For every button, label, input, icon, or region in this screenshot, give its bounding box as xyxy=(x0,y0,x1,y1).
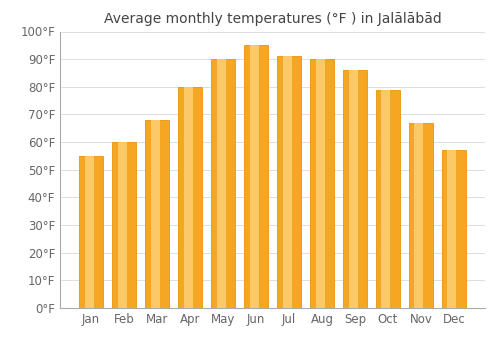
Bar xyxy=(178,87,202,308)
Bar xyxy=(112,142,136,308)
Bar xyxy=(184,87,192,308)
Bar xyxy=(118,142,127,308)
Bar xyxy=(409,123,432,308)
Bar xyxy=(343,70,367,308)
Bar xyxy=(211,59,235,308)
Bar xyxy=(216,59,226,308)
Title: Average monthly temperatures (°F ) in Jalālābād: Average monthly temperatures (°F ) in Ja… xyxy=(104,12,442,26)
Bar xyxy=(80,156,103,308)
Bar xyxy=(244,45,268,308)
Bar xyxy=(316,59,324,308)
Bar xyxy=(376,90,400,308)
Bar xyxy=(277,56,301,308)
Bar xyxy=(348,70,358,308)
Bar xyxy=(85,156,94,308)
Bar xyxy=(414,123,424,308)
Bar xyxy=(146,120,169,308)
Bar xyxy=(282,56,292,308)
Bar xyxy=(382,90,390,308)
Bar xyxy=(448,150,456,308)
Bar xyxy=(250,45,258,308)
Bar xyxy=(310,59,334,308)
Bar xyxy=(442,150,466,308)
Bar xyxy=(150,120,160,308)
